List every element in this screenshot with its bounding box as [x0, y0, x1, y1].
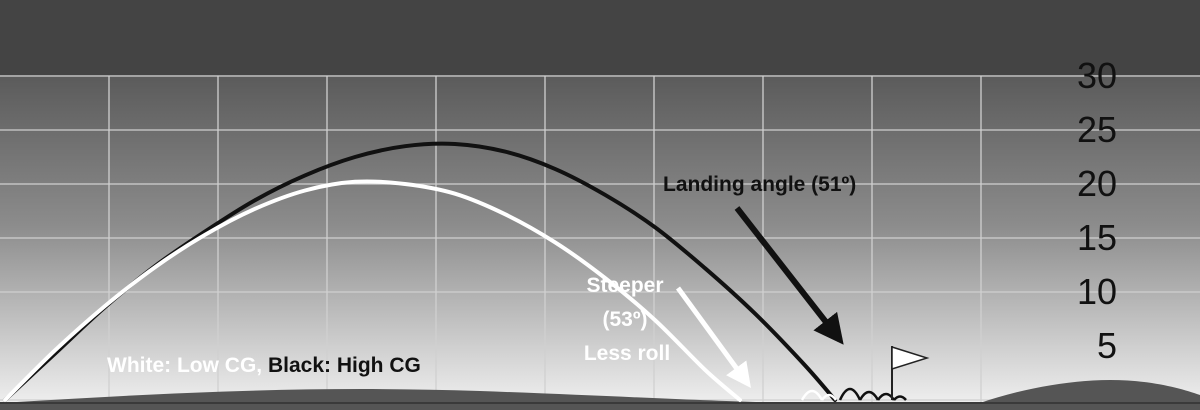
- y-tick-label-20: 20: [1077, 163, 1117, 204]
- y-tick-label-5: 5: [1097, 325, 1117, 366]
- y-axis-ticks: 5 10 15 20 25 30: [1077, 55, 1117, 366]
- trajectory-series: [3, 141, 837, 402]
- landing-angle-label: Landing angle (51º): [663, 173, 856, 196]
- less-roll-label: Less roll: [584, 342, 670, 365]
- y-tick-label-25: 25: [1077, 109, 1117, 150]
- flag-cloth: [891, 345, 930, 371]
- landing-angle-arrow: [734, 206, 844, 345]
- legend-caption: White: Low CG, Black: High CG: [107, 354, 421, 377]
- flag: [891, 345, 930, 400]
- steeper-angle-label: (53º): [602, 308, 647, 331]
- bounce-marks-white: [800, 389, 838, 401]
- y-tick-label-15: 15: [1077, 217, 1117, 258]
- white-trajectory-line: [3, 179, 742, 402]
- legend-white-text: White: Low CG,: [107, 354, 268, 377]
- steeper-arrow: [675, 286, 751, 389]
- steeper-label: Steeper: [586, 274, 663, 297]
- legend-black-text: Black: High CG: [268, 354, 421, 377]
- y-tick-label-30: 30: [1077, 55, 1117, 96]
- header-band: [0, 0, 1200, 75]
- y-tick-label-10: 10: [1077, 271, 1117, 312]
